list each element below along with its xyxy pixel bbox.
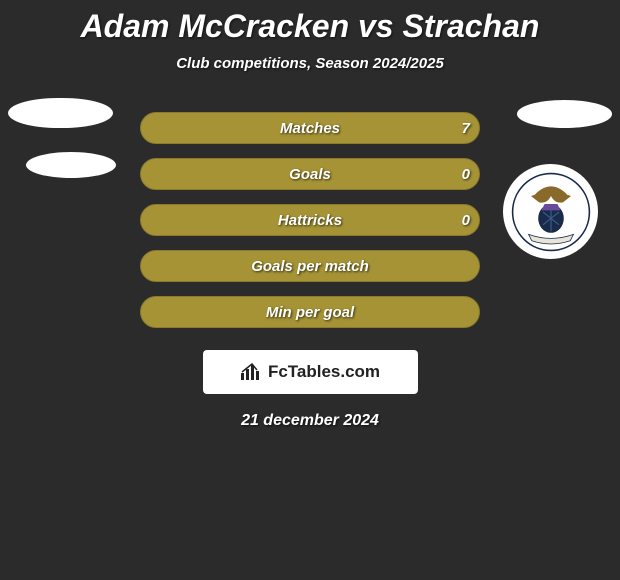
- stat-value-right: 0: [462, 158, 470, 190]
- page-title: Adam McCracken vs Strachan: [0, 0, 620, 45]
- player-left-badge-placeholder-2: [26, 152, 116, 178]
- stat-row: Hattricks 0: [140, 204, 480, 236]
- stat-label: Matches: [140, 112, 480, 144]
- player-right-club-crest: [503, 164, 598, 259]
- stat-label: Goals per match: [140, 250, 480, 282]
- stat-value-right: 7: [462, 112, 470, 144]
- page-subtitle: Club competitions, Season 2024/2025: [0, 55, 620, 72]
- stat-label: Min per goal: [140, 296, 480, 328]
- stat-row: Matches 7: [140, 112, 480, 144]
- comparison-panel: Matches 7 Goals 0 Hattricks 0 Goals per …: [0, 112, 620, 430]
- crest-icon: [511, 172, 591, 252]
- stat-row: Goals 0: [140, 158, 480, 190]
- stat-row: Min per goal: [140, 296, 480, 328]
- brand-text: FcTables.com: [268, 362, 380, 382]
- bar-chart-icon: [240, 363, 262, 381]
- stat-row: Goals per match: [140, 250, 480, 282]
- date-text: 21 december 2024: [0, 412, 620, 430]
- player-right-badge-placeholder: [517, 100, 612, 128]
- player-left-badge-placeholder-1: [8, 98, 113, 128]
- stat-value-right: 0: [462, 204, 470, 236]
- stat-label: Goals: [140, 158, 480, 190]
- stat-label: Hattricks: [140, 204, 480, 236]
- brand-box[interactable]: FcTables.com: [203, 350, 418, 394]
